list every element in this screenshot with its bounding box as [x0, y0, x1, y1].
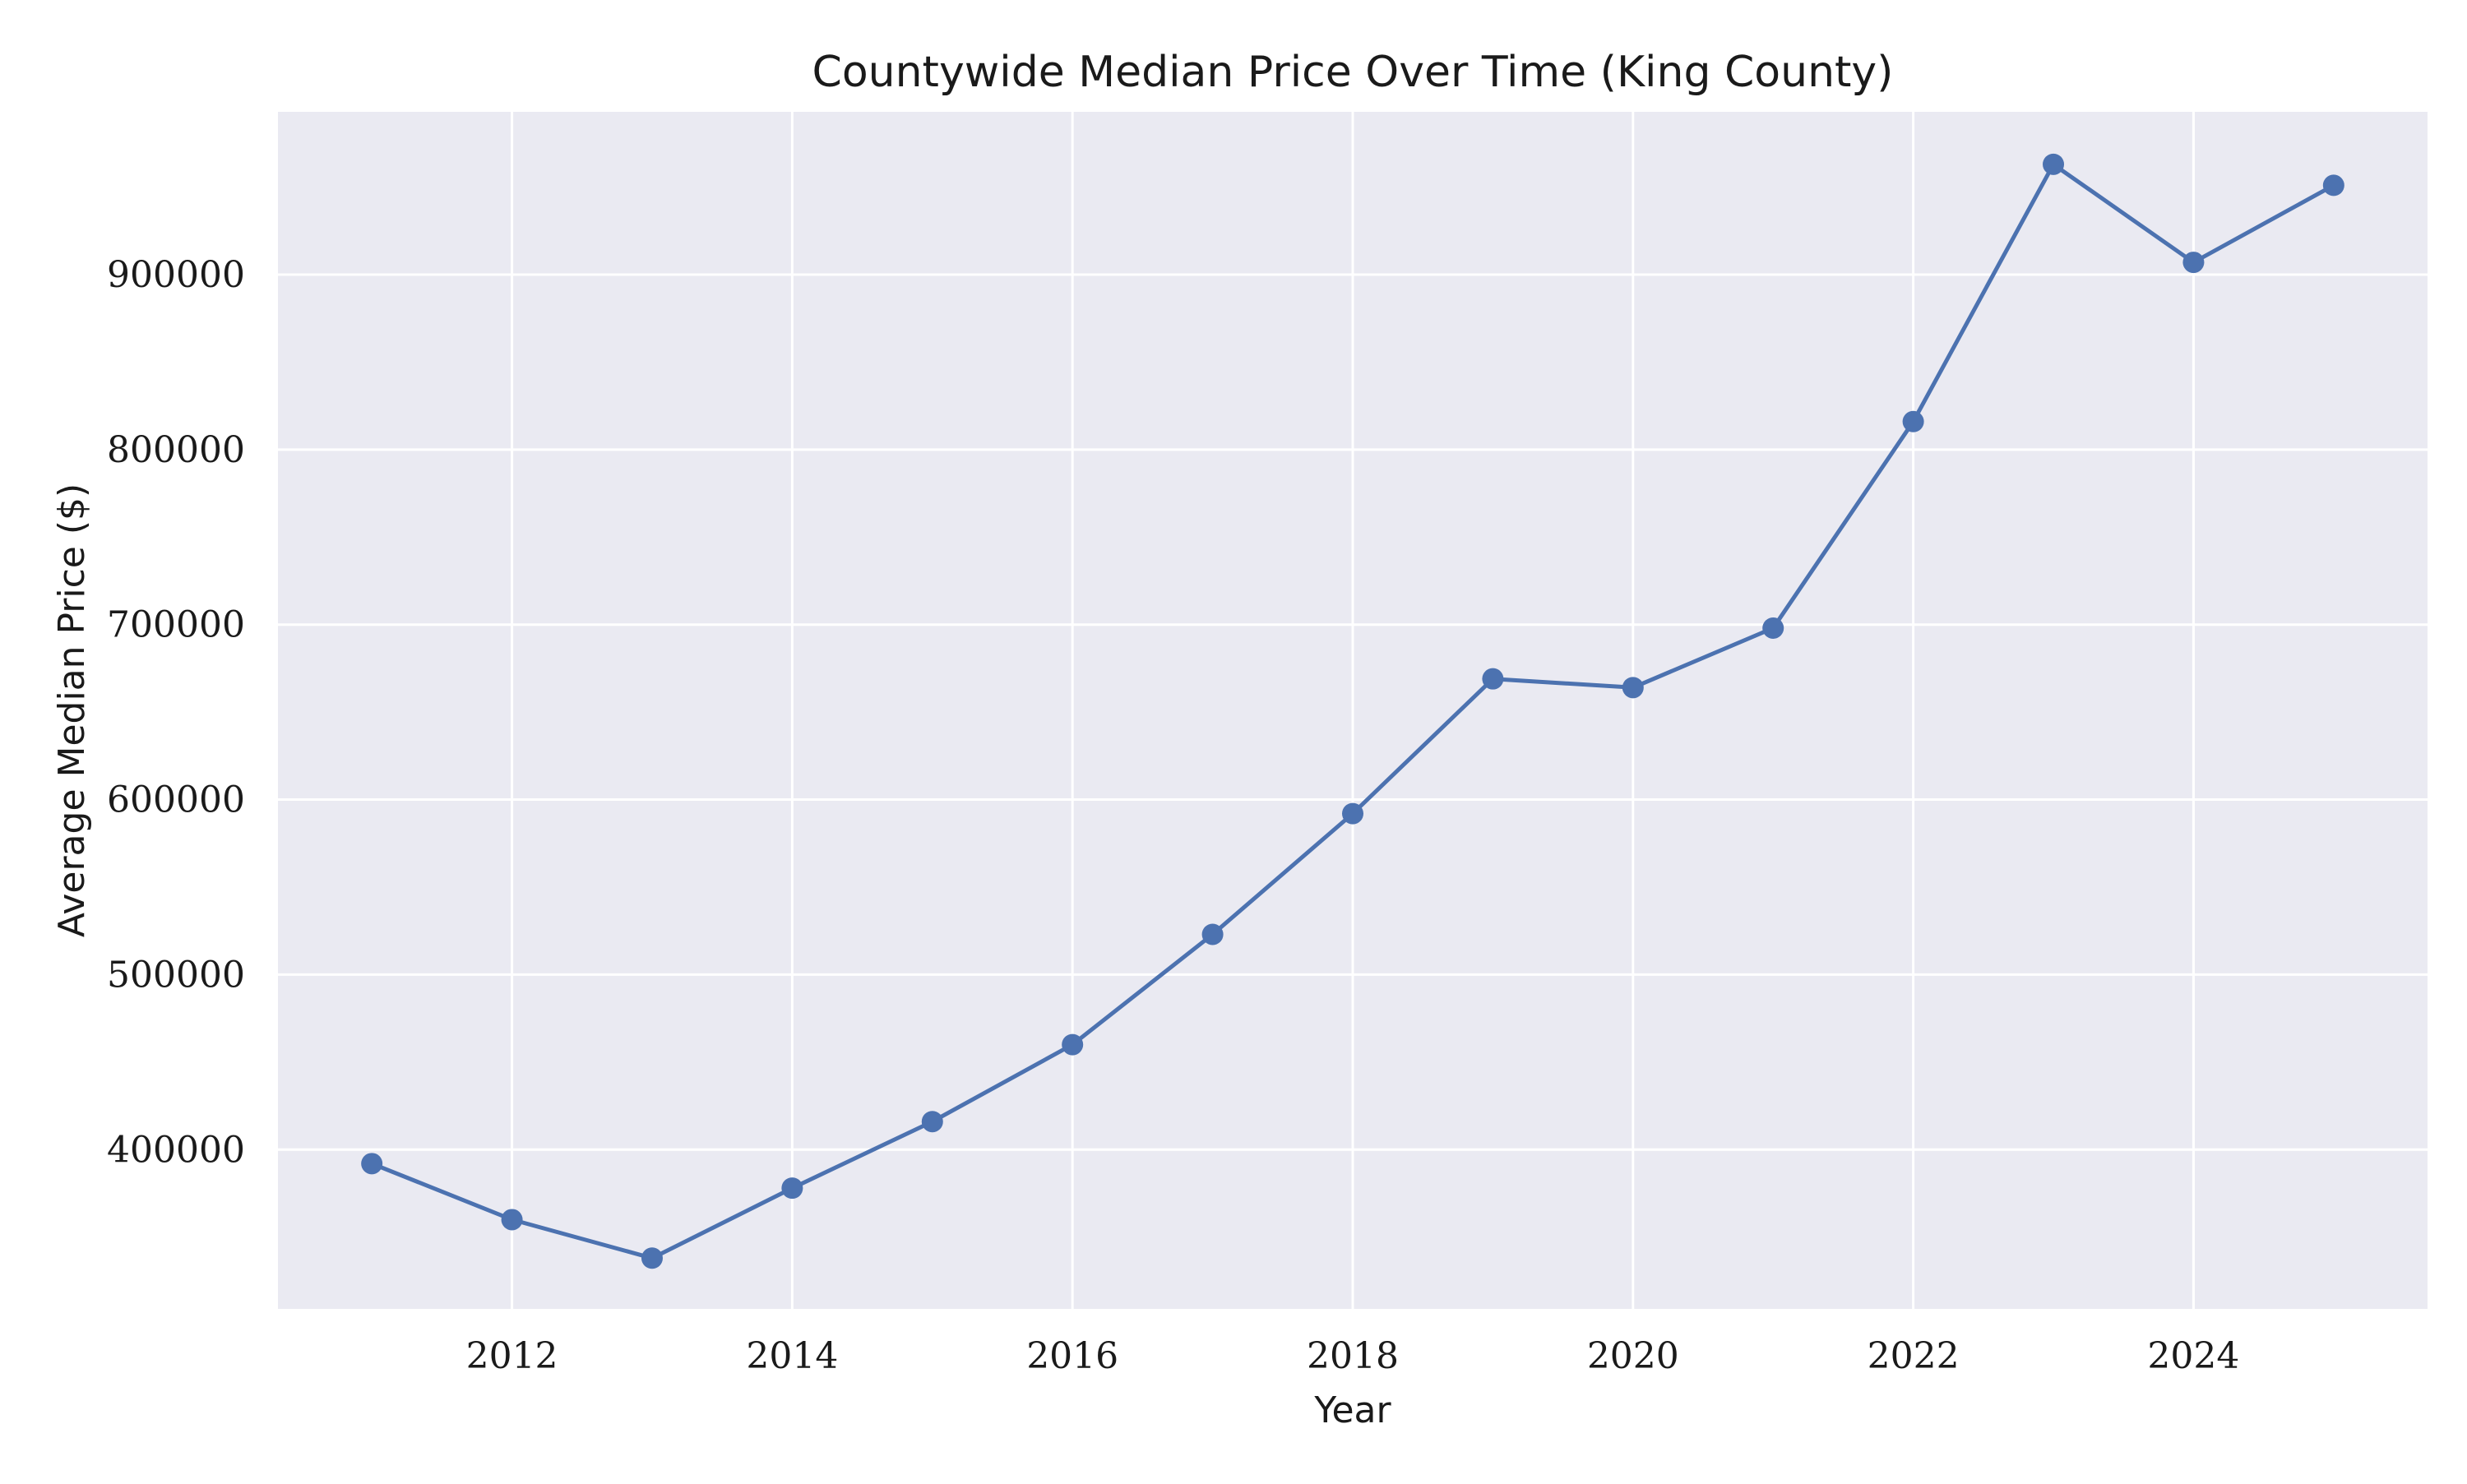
y-tick-label: 500000	[107, 954, 245, 996]
data-point-2014	[781, 1177, 803, 1200]
y-axis-label: Average Median Price ($)	[51, 483, 93, 937]
x-tick-label: 2022	[1868, 1335, 1960, 1377]
data-point-2019	[1482, 668, 1504, 690]
y-tick-label: 600000	[107, 779, 245, 821]
series-layer	[361, 153, 2344, 1269]
data-point-2025	[2322, 174, 2344, 196]
tick-labels: 2012 2014 2016 2018 2020 2022 2024 400000 500000…	[107, 254, 2239, 1377]
chart-title: Countywide Median Price Over Time (King …	[812, 48, 1894, 97]
data-point-2022	[1902, 410, 1924, 432]
data-point-2023	[2043, 153, 2065, 175]
y-tick-label: 700000	[107, 604, 245, 646]
x-tick-label: 2014	[746, 1335, 838, 1377]
x-axis-label: Year	[1313, 1389, 1391, 1431]
x-tick-label: 2012	[466, 1335, 558, 1377]
x-tick-label: 2024	[2147, 1335, 2239, 1377]
y-tick-label: 900000	[107, 254, 245, 296]
grid	[278, 112, 2428, 1309]
data-point-2011	[361, 1153, 383, 1175]
data-point-2018	[1342, 802, 1363, 825]
data-point-2013	[641, 1247, 663, 1269]
x-tick-label: 2018	[1307, 1335, 1399, 1377]
data-point-2024	[2182, 252, 2205, 274]
data-point-2015	[921, 1111, 943, 1133]
data-point-2016	[1062, 1033, 1084, 1056]
data-point-2017	[1201, 923, 1224, 945]
x-tick-label: 2016	[1026, 1335, 1118, 1377]
data-point-2021	[1762, 617, 1784, 639]
y-tick-label: 800000	[107, 429, 245, 471]
x-tick-label: 2020	[1587, 1335, 1679, 1377]
data-point-2020	[1622, 677, 1644, 699]
data-point-2012	[501, 1209, 523, 1231]
y-tick-label: 400000	[107, 1129, 245, 1171]
